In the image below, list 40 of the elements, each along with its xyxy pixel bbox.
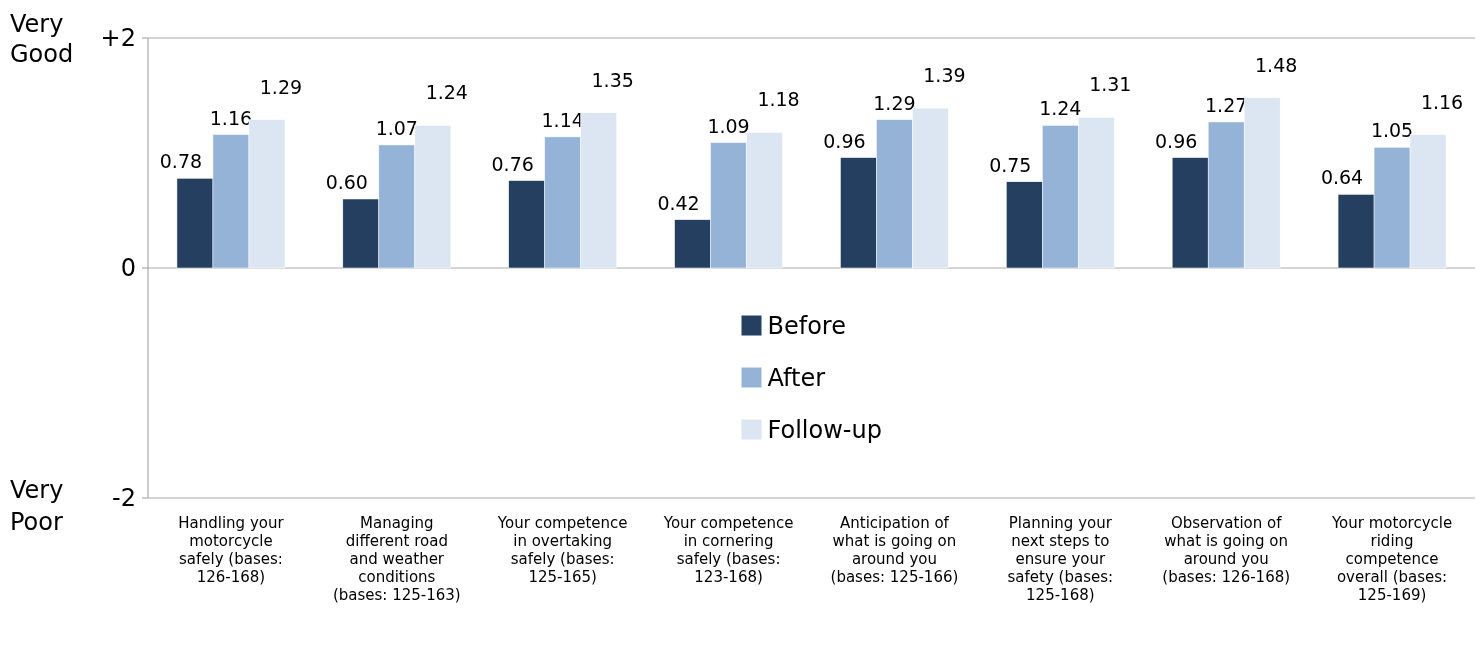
data-label: 0.96	[823, 129, 866, 152]
data-label: 1.48	[1255, 53, 1298, 76]
y-tick-label: 0	[120, 254, 136, 283]
y-tick-label: +2	[100, 24, 136, 53]
data-label: 1.18	[757, 88, 800, 111]
data-label: 0.78	[159, 150, 203, 173]
legend-label: After	[767, 363, 826, 392]
x-tick-label: Managing different road and weather conditions (bases: 125-163)	[332, 514, 461, 604]
x-tick-label: Handling your motorcycle safely (bases: 126-168)	[178, 514, 285, 586]
y-tick-label: -2	[112, 484, 136, 513]
data-label: 1.29	[873, 91, 916, 114]
data-label: 0.64	[1320, 166, 1364, 189]
x-tick-label: Anticipation of what is going on around you (bases: 125-166)	[830, 514, 959, 586]
legend-label: Before	[767, 311, 846, 340]
x-tick-label: Your competence in cornering safely (bases: 123-168)	[662, 514, 794, 586]
text: Very Good	[10, 10, 74, 68]
x-tick-label: Planning your next steps to ensure your safety (bases: 125-168)	[1007, 514, 1114, 604]
data-label: 0.96	[1155, 129, 1198, 152]
data-label: 1.09	[707, 114, 750, 137]
data-label: 1.16	[1420, 90, 1464, 113]
legend-label: Follow-up	[767, 415, 882, 444]
data-label: 0.76	[491, 152, 534, 175]
data-label: 0.60	[325, 171, 368, 193]
data-label: 1.35	[591, 68, 634, 91]
data-label: 1.14	[541, 108, 584, 131]
data-label: 1.24	[1039, 97, 1082, 120]
data-label: 1.39	[923, 64, 966, 87]
x-tick-label: Your motorcycle riding competence overall (bases: 125-169)	[1330, 514, 1453, 604]
data-label: 1.24	[425, 81, 468, 104]
data-label: 0.75	[989, 153, 1032, 176]
data-label: 1.27	[1205, 93, 1248, 116]
x-tick-label: Your competence in overtaking safely (bases: 125-165)	[496, 514, 628, 586]
text: Very Poor	[10, 476, 64, 536]
data-label: 1.07	[375, 116, 418, 139]
data-label: 1.16	[209, 106, 253, 129]
data-label: 1.29	[259, 75, 303, 98]
data-label: 0.42	[657, 191, 700, 214]
data-label: 1.05	[1370, 119, 1414, 142]
data-label: 1.31	[1089, 73, 1132, 96]
x-tick-label: Observation of what is going on around you (bases: 126-168)	[1162, 514, 1291, 586]
